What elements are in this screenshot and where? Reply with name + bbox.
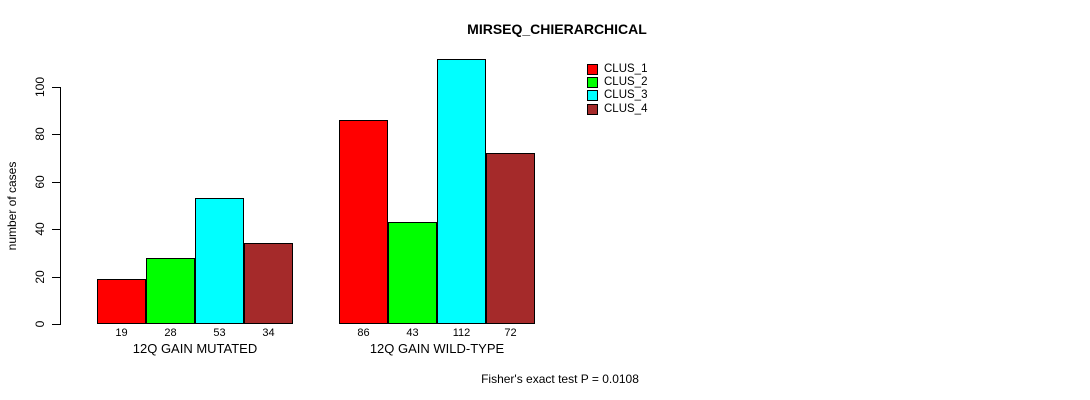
x-category-label: 12Q GAIN MUTATED bbox=[132, 341, 258, 356]
bar-clus_1-group2 bbox=[339, 120, 388, 324]
bar-value-label: 53 bbox=[213, 327, 226, 339]
x-category-label: 12Q GAIN WILD-TYPE bbox=[369, 341, 505, 356]
y-axis-tick-label: 80 bbox=[33, 127, 47, 142]
legend-label-clus_2: CLUS_2 bbox=[604, 76, 648, 89]
legend-swatch-clus_3 bbox=[587, 90, 598, 102]
bar-clus_2-group1 bbox=[146, 257, 195, 324]
chart-title: MIRSEQ_CHIERARCHICAL bbox=[467, 21, 647, 37]
legend-label-clus_4: CLUS_4 bbox=[604, 102, 648, 115]
y-axis-tick bbox=[52, 276, 60, 278]
y-axis-tick bbox=[52, 87, 60, 88]
y-axis-tick-label: 20 bbox=[33, 269, 47, 284]
bar-value-label: 43 bbox=[406, 327, 419, 339]
legend-swatch-clus_1 bbox=[587, 64, 598, 75]
bar-value-label: 112 bbox=[452, 327, 471, 339]
bar-value-label: 28 bbox=[164, 327, 177, 339]
bar-value-label: 19 bbox=[115, 327, 128, 339]
bar-value-label: 34 bbox=[262, 327, 275, 339]
bar-clus_1-group1 bbox=[97, 278, 146, 324]
y-axis-tick bbox=[52, 181, 60, 183]
y-axis-line bbox=[60, 87, 61, 325]
bar-clus_4-group2 bbox=[486, 153, 535, 324]
bar-clus_4-group1 bbox=[244, 243, 293, 324]
legend-label-clus_3: CLUS_3 bbox=[604, 89, 648, 102]
bar-value-label: 86 bbox=[357, 327, 370, 339]
y-axis-tick bbox=[52, 229, 60, 231]
bar-clus_3-group1 bbox=[195, 198, 244, 324]
bar-value-label: 72 bbox=[504, 327, 517, 339]
legend-swatch-clus_4 bbox=[587, 103, 598, 115]
legend-label-clus_1: CLUS_1 bbox=[604, 63, 648, 75]
legend-swatch-clus_2 bbox=[587, 77, 598, 89]
bar-clus_3-group2 bbox=[437, 58, 486, 324]
y-axis-tick bbox=[52, 134, 60, 136]
y-axis-label: number of cases bbox=[5, 161, 19, 251]
y-axis-tick bbox=[52, 324, 60, 325]
y-axis-tick-label: 100 bbox=[33, 76, 47, 98]
bar-clus_2-group2 bbox=[388, 222, 437, 324]
fisher-test-annotation: Fisher's exact test P = 0.0108 bbox=[481, 372, 639, 386]
y-axis-tick-label: 60 bbox=[33, 175, 47, 189]
y-axis-tick-label: 0 bbox=[33, 320, 47, 328]
y-axis-tick-label: 40 bbox=[33, 222, 47, 236]
